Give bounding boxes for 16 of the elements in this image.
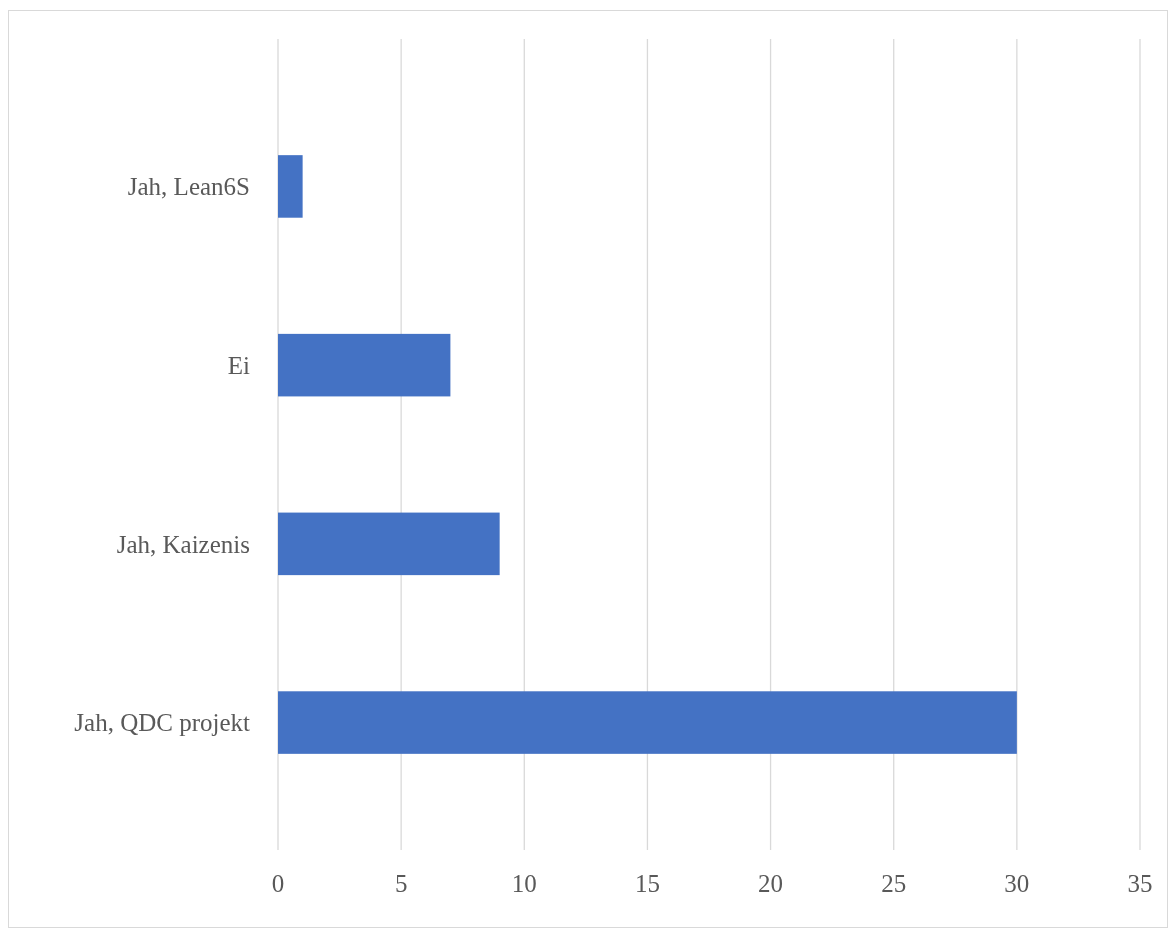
x-tick-label: 15 xyxy=(634,870,660,897)
bar xyxy=(278,512,500,576)
bar xyxy=(278,333,451,397)
y-tick-label: Jah, Lean6S xyxy=(127,173,250,201)
x-tick-label: 20 xyxy=(758,870,784,897)
x-tick-label: 35 xyxy=(1127,870,1153,897)
x-tick-label: 5 xyxy=(394,870,408,897)
bar xyxy=(278,691,1017,754)
y-tick-label: Jah, Kaizenis xyxy=(116,530,250,558)
x-tick-label: 0 xyxy=(271,870,285,897)
x-tick-label: 25 xyxy=(881,870,907,897)
y-tick-label: Ei xyxy=(227,351,251,379)
y-tick-label: Jah, QDC projekt xyxy=(74,709,251,737)
x-tick-label: 10 xyxy=(511,870,537,897)
bar xyxy=(278,155,303,218)
x-tick-label: 30 xyxy=(1004,870,1030,897)
